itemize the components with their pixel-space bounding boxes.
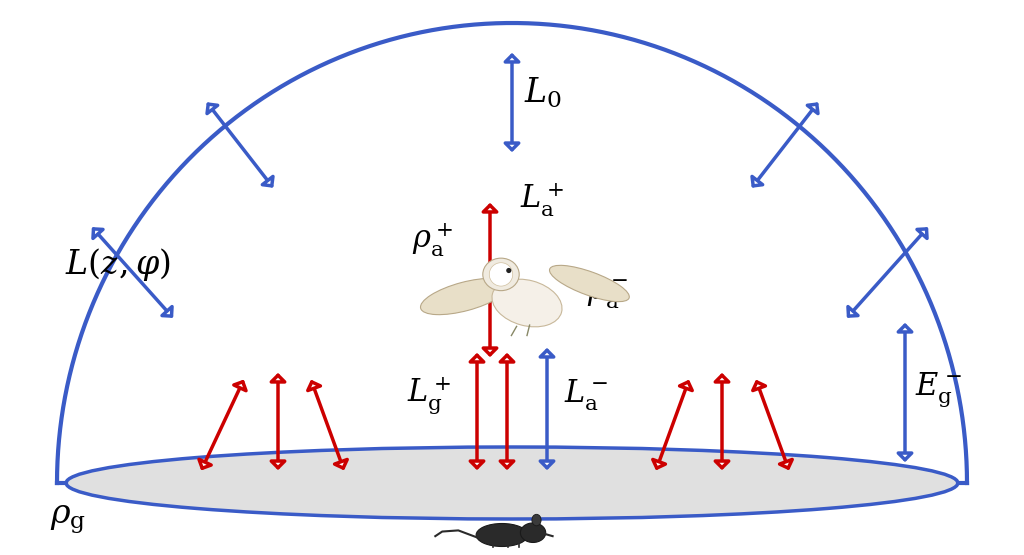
- Ellipse shape: [421, 279, 509, 315]
- Text: $L_\mathrm{g}^+$: $L_\mathrm{g}^+$: [407, 374, 452, 416]
- Text: $E_\mathrm{g}^-$: $E_\mathrm{g}^-$: [915, 371, 962, 409]
- FancyArrowPatch shape: [541, 350, 554, 468]
- Ellipse shape: [492, 279, 562, 327]
- FancyArrowPatch shape: [752, 104, 818, 186]
- Ellipse shape: [67, 447, 957, 519]
- Ellipse shape: [506, 268, 511, 273]
- FancyArrowPatch shape: [848, 229, 927, 316]
- FancyArrowPatch shape: [501, 355, 514, 468]
- FancyArrowPatch shape: [271, 375, 285, 468]
- FancyArrowPatch shape: [652, 382, 692, 468]
- Text: $\rho_\mathrm{a}^-$: $\rho_\mathrm{a}^-$: [587, 279, 629, 311]
- Ellipse shape: [520, 523, 546, 542]
- Ellipse shape: [531, 514, 541, 526]
- Text: $L_0$: $L_0$: [524, 76, 562, 110]
- Ellipse shape: [482, 258, 519, 291]
- FancyArrowPatch shape: [483, 205, 497, 355]
- FancyArrowPatch shape: [199, 382, 246, 468]
- FancyArrowPatch shape: [753, 382, 793, 468]
- FancyArrowPatch shape: [470, 355, 483, 468]
- Ellipse shape: [489, 263, 513, 286]
- Text: $\rho_\mathrm{g}$: $\rho_\mathrm{g}$: [50, 504, 86, 536]
- Text: $L_\mathrm{a}^+$: $L_\mathrm{a}^+$: [520, 181, 564, 219]
- FancyArrowPatch shape: [505, 56, 519, 150]
- FancyArrowPatch shape: [93, 229, 172, 316]
- Text: $L(z,\varphi)$: $L(z,\varphi)$: [65, 246, 171, 284]
- FancyArrowPatch shape: [308, 382, 347, 468]
- Ellipse shape: [476, 523, 528, 547]
- FancyArrowPatch shape: [207, 104, 273, 186]
- FancyArrowPatch shape: [898, 325, 911, 460]
- Text: $L_\mathrm{a}^-$: $L_\mathrm{a}^-$: [564, 377, 608, 413]
- Ellipse shape: [550, 265, 630, 302]
- FancyArrowPatch shape: [716, 375, 729, 468]
- Text: $\rho_\mathrm{a}^+$: $\rho_\mathrm{a}^+$: [412, 221, 454, 259]
